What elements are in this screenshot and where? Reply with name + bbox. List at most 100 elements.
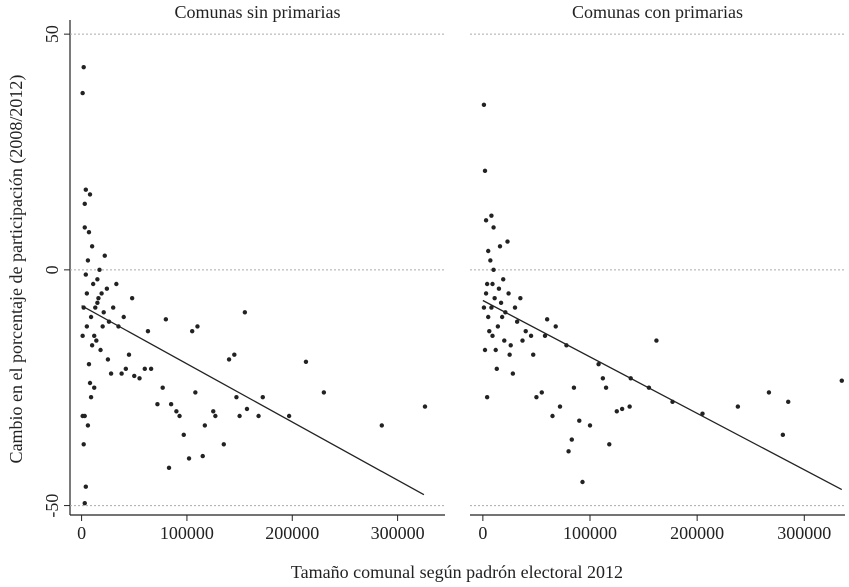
point [627, 404, 632, 409]
point [94, 338, 99, 343]
point [160, 385, 165, 390]
point [484, 394, 490, 400]
point [195, 324, 200, 329]
point [497, 244, 503, 249]
point [95, 300, 100, 306]
point [260, 394, 265, 400]
point [539, 390, 544, 395]
point [97, 267, 102, 273]
point [126, 352, 132, 357]
point [491, 267, 496, 273]
point [244, 406, 250, 412]
point [483, 218, 489, 223]
x-tick-label: 200000 [670, 523, 724, 543]
point [83, 187, 89, 192]
point [85, 258, 91, 263]
point [193, 390, 198, 395]
point [168, 402, 174, 407]
point [84, 324, 90, 329]
point [105, 357, 111, 362]
point [102, 253, 107, 258]
y-tick-label: 50 [42, 25, 62, 43]
point [544, 317, 550, 322]
point [569, 437, 574, 442]
point [186, 456, 192, 461]
point [577, 418, 582, 423]
point [553, 324, 558, 329]
point [200, 453, 205, 459]
point [321, 390, 327, 395]
point [507, 352, 512, 357]
point [123, 366, 129, 372]
point [89, 244, 95, 249]
point [96, 295, 101, 301]
point [490, 281, 495, 287]
point [132, 373, 137, 379]
point [181, 432, 186, 438]
point [489, 305, 494, 310]
point [142, 366, 147, 372]
fit-line [81, 305, 425, 496]
point [486, 314, 491, 320]
point [700, 411, 705, 416]
point [506, 291, 511, 296]
point [82, 201, 87, 207]
point [786, 399, 791, 405]
point [84, 291, 90, 296]
x-tick-label: 0 [77, 523, 86, 543]
point [379, 423, 384, 428]
point [80, 90, 85, 96]
point [514, 319, 520, 324]
x-tick-label: 100000 [160, 523, 214, 543]
point [493, 347, 498, 353]
point [839, 378, 844, 383]
point [237, 413, 242, 419]
x-tick-label: 300000 [371, 523, 425, 543]
point [119, 371, 124, 376]
point [780, 432, 786, 438]
point [483, 291, 489, 296]
point [92, 333, 97, 339]
point [587, 423, 593, 428]
point [86, 361, 92, 367]
y-tick-label: 0 [42, 265, 62, 274]
point [88, 314, 94, 320]
fit-line [482, 299, 843, 491]
point [114, 281, 119, 287]
point [542, 333, 548, 339]
point [531, 352, 536, 357]
point [82, 225, 87, 230]
point [491, 225, 496, 230]
point [495, 324, 501, 329]
point [256, 413, 261, 419]
y-tick-label: -50 [42, 494, 62, 518]
point [100, 324, 105, 329]
point [482, 168, 488, 174]
point [92, 385, 97, 390]
point [226, 357, 232, 362]
point [484, 281, 490, 287]
point [129, 295, 135, 301]
point [81, 442, 86, 447]
x-tick-label: 0 [478, 523, 487, 543]
point [486, 248, 491, 254]
point [498, 300, 504, 306]
point [512, 305, 518, 310]
point [496, 286, 502, 291]
point [494, 366, 499, 372]
point [174, 409, 179, 414]
point [518, 295, 523, 301]
point [550, 413, 555, 419]
point [145, 328, 151, 334]
point [571, 385, 577, 390]
point [90, 281, 96, 287]
point [520, 338, 525, 343]
point [108, 371, 114, 376]
point [303, 359, 309, 364]
point [234, 394, 239, 400]
point [83, 272, 89, 277]
point [487, 328, 492, 334]
point [163, 317, 169, 322]
point [614, 409, 619, 414]
